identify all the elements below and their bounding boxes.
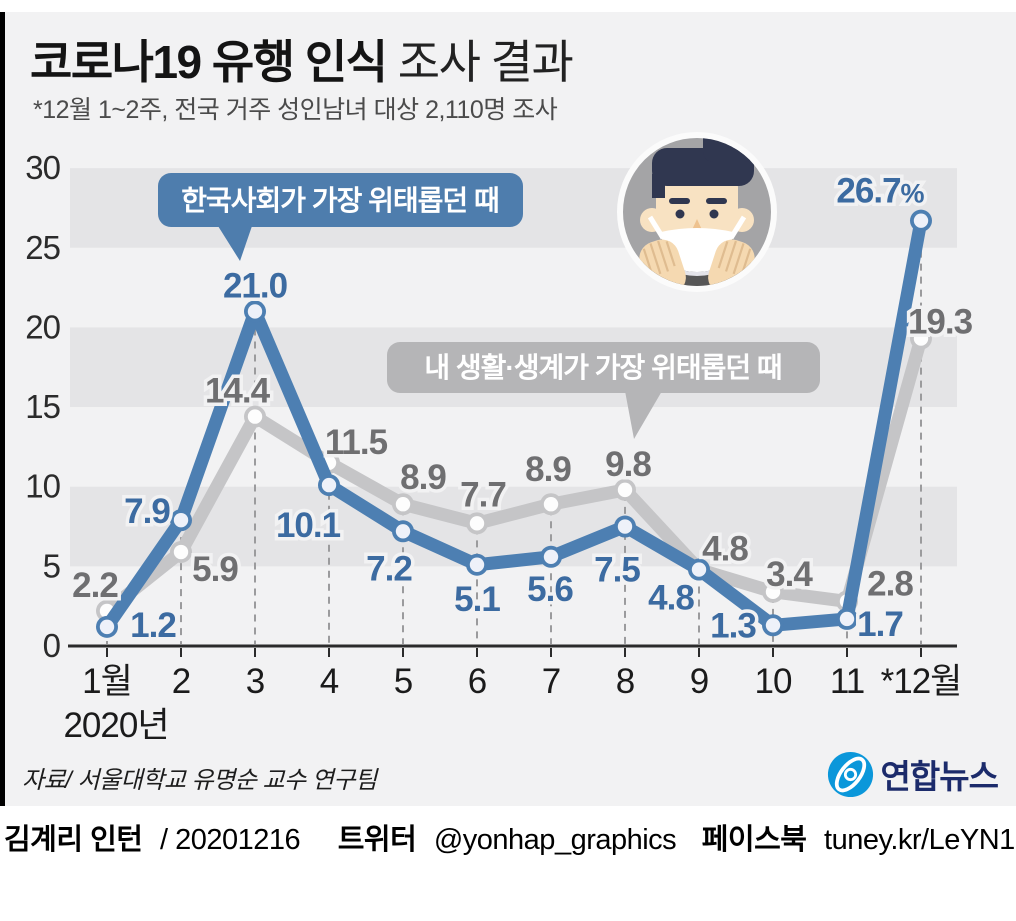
svg-text:5.9: 5.9	[192, 550, 238, 589]
page-subtitle: *12월 1~2주, 전국 거주 성인남녀 대상 2,110명 조사	[33, 96, 558, 124]
svg-text:30: 30	[25, 149, 60, 186]
svg-text:0: 0	[43, 627, 61, 664]
facebook-label: 페이스북	[701, 824, 807, 856]
svg-text:3.4: 3.4	[766, 555, 813, 594]
chart-callouts: 한국사회가 가장 위태롭던 때내 생활·생계가 가장 위태롭던 때	[158, 173, 820, 439]
svg-text:21.0: 21.0	[223, 266, 288, 305]
source-note: 자료/ 서울대학교 유명순 교수 연구팀	[22, 767, 377, 794]
svg-text:7.9: 7.9	[124, 492, 170, 531]
svg-text:1.2: 1.2	[130, 606, 176, 645]
svg-text:2020년: 2020년	[63, 706, 168, 745]
svg-text:9: 9	[690, 662, 708, 701]
svg-text:14.4: 14.4	[205, 372, 271, 411]
svg-text:한국사회가 가장 위태롭던 때: 한국사회가 가장 위태롭던 때	[181, 185, 498, 216]
svg-text:5: 5	[394, 662, 412, 701]
svg-text:10: 10	[25, 468, 60, 505]
data-labels: 2.2 5.9 14.4 11.5 8.9 7.7 8.9 9.8 4.8 3.4 2.8 19.3 1…	[69, 168, 977, 649]
svg-text:3: 3	[246, 662, 264, 701]
footer-credit-line: 김계리 인턴 / 20201216 트위터 @yonhap_graphics 페…	[4, 816, 1015, 858]
credit-name: 김계리 인턴	[4, 824, 143, 856]
svg-text:7: 7	[542, 662, 560, 701]
credit-date: / 20201216	[160, 824, 301, 856]
series-livelihood-line	[96, 327, 932, 622]
svg-text:25: 25	[25, 229, 60, 266]
svg-text:19.3: 19.3	[908, 303, 973, 342]
svg-text:*12월: *12월	[881, 662, 962, 701]
svg-text:1.7: 1.7	[857, 605, 903, 644]
svg-text:10.1: 10.1	[276, 506, 341, 545]
svg-text:20: 20	[25, 308, 60, 345]
twitter-handle: @yonhap_graphics	[433, 824, 677, 856]
page-title: 코로나19 유행 인식 조사 결과	[30, 26, 574, 92]
twitter-label: 트위터	[337, 824, 417, 856]
svg-text:5.6: 5.6	[527, 570, 573, 609]
svg-text:7.7: 7.7	[460, 475, 506, 514]
title-emphasis: 코로나19 유행 인식	[30, 36, 388, 88]
masked-man-illustration	[617, 132, 777, 292]
svg-text:11: 11	[830, 662, 864, 701]
svg-text:2.2: 2.2	[72, 566, 118, 605]
svg-text:5: 5	[43, 547, 60, 584]
svg-text:8: 8	[616, 662, 634, 701]
svg-text:1월: 1월	[82, 662, 132, 701]
svg-text:6: 6	[468, 662, 486, 701]
svg-text:내 생활·생계가 가장 위태롭던 때: 내 생활·생계가 가장 위태롭던 때	[424, 352, 781, 383]
svg-text:2.8: 2.8	[867, 564, 913, 603]
chart-axis: 0 5 10 15 20 25 30 1월 2 3 4 5 6 7 8 9 10 11 *12월 2020년	[25, 149, 962, 745]
svg-text:7.5: 7.5	[594, 551, 640, 590]
svg-text:8.9: 8.9	[525, 450, 571, 489]
svg-text:11.5: 11.5	[325, 423, 388, 462]
svg-text:7.2: 7.2	[366, 549, 412, 588]
svg-text:4.8: 4.8	[648, 579, 694, 618]
svg-text:1.3: 1.3	[710, 606, 756, 645]
svg-text:8.9: 8.9	[400, 458, 446, 497]
svg-text:2: 2	[172, 662, 190, 701]
svg-text:5.1: 5.1	[454, 580, 500, 619]
svg-text:4: 4	[320, 662, 339, 701]
content-panel	[0, 12, 1016, 806]
svg-text:9.8: 9.8	[605, 445, 651, 484]
svg-text:4.8: 4.8	[702, 530, 748, 569]
facebook-url: tuney.kr/LeYN1	[824, 824, 1015, 856]
title-suffix: 조사 결과	[386, 36, 574, 88]
series-society-line	[96, 209, 932, 638]
brand-name: 연합뉴스	[880, 758, 999, 795]
yonhap-logo: 연합뉴스	[827, 750, 999, 798]
svg-text:10: 10	[755, 662, 792, 701]
yonhap-globe-icon	[827, 751, 873, 797]
svg-text:15: 15	[25, 388, 60, 425]
